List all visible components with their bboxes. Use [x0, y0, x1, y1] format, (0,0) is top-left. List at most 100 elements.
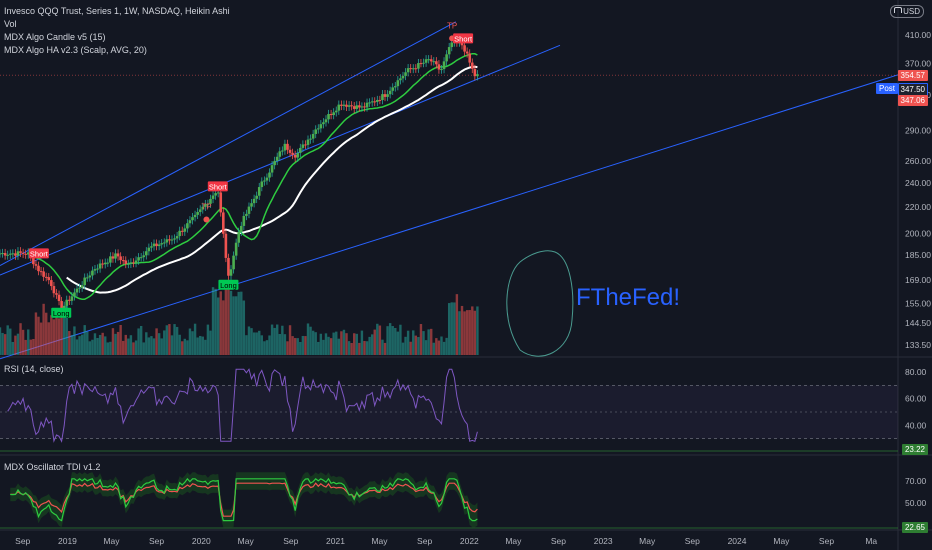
volume-bar: [86, 331, 89, 355]
volume-bar: [32, 338, 35, 355]
candle-body: [465, 51, 469, 54]
candle-body: [283, 143, 287, 151]
volume-bar: [1, 332, 4, 355]
price-tick-label: 240.00: [905, 178, 931, 188]
volume-bar: [460, 305, 464, 355]
volume-bar: [173, 324, 176, 355]
candle-body: [11, 253, 15, 255]
time-tick-label: Sep: [819, 536, 834, 546]
candle-body: [391, 87, 395, 91]
candle-body: [460, 42, 464, 46]
volume-bar: [45, 312, 48, 355]
volume-bar: [319, 333, 323, 355]
candle-body: [378, 99, 382, 101]
tdi-tick-label: 70.00: [905, 476, 927, 486]
volume-bar: [101, 332, 104, 355]
volume-bar: [42, 303, 45, 355]
volume-bar: [268, 335, 271, 355]
candle-body: [8, 253, 12, 255]
volume-bar: [463, 311, 466, 355]
candle-body: [383, 94, 387, 97]
candle-body: [327, 114, 330, 120]
volume-bar: [88, 341, 92, 355]
volume-bar: [283, 334, 287, 355]
volume-bar: [199, 335, 202, 355]
candle-body: [68, 299, 71, 301]
short-signal-badge: [207, 181, 228, 192]
volume-bar: [178, 334, 181, 355]
volume-bar: [234, 296, 238, 355]
indicator-candle-legend: MDX Algo Candle v5 (15): [4, 32, 106, 42]
volume-bar: [65, 304, 68, 355]
candle-body: [437, 64, 441, 70]
candle-body: [396, 80, 400, 87]
volume-bar: [263, 341, 266, 355]
volume-bar: [296, 338, 299, 355]
candle-body: [50, 280, 53, 287]
candle-body: [237, 231, 241, 243]
candle-body: [404, 72, 407, 76]
time-tick-label: 2021: [326, 536, 345, 546]
volume-bar: [227, 283, 230, 355]
volume-bar: [93, 333, 97, 355]
volume-bar: [311, 330, 315, 355]
candle-body: [376, 99, 379, 102]
candle-body: [165, 239, 169, 243]
price-tick-label: 220.00: [905, 202, 931, 212]
post-label-tag: Post: [875, 83, 898, 94]
volume-bar: [155, 328, 158, 355]
candle-body: [393, 86, 397, 88]
candle-body: [129, 262, 133, 264]
volume-bar: [78, 336, 81, 355]
candle-body: [370, 101, 374, 103]
currency-button[interactable]: USD: [890, 5, 924, 18]
volume-bar: [168, 324, 171, 355]
candle-body: [306, 139, 310, 145]
candle-body: [65, 299, 69, 306]
volume-bar: [342, 329, 346, 355]
rsi-tick-label: 80.00: [905, 367, 927, 377]
volume-bar: [119, 324, 122, 355]
candle-body: [275, 156, 279, 161]
volume-bar: [6, 325, 9, 355]
volume-bar: [401, 342, 405, 355]
volume-bar: [73, 326, 76, 355]
candle-body: [263, 180, 266, 182]
candle-body: [414, 68, 418, 70]
volume-bar: [301, 335, 305, 355]
volume-bar: [304, 336, 307, 355]
short-signal-label: Short: [454, 34, 473, 43]
volume-bar: [70, 335, 74, 355]
price-tick-label: 410.00: [905, 30, 931, 40]
candle-body: [160, 243, 164, 245]
volume-bar: [116, 331, 120, 355]
volume-bar: [358, 342, 361, 355]
volume-bar: [52, 319, 56, 355]
volume-bar: [419, 324, 423, 355]
volume-bar: [396, 331, 400, 355]
current-price-tag: 347.06: [897, 95, 928, 106]
volume-bar: [409, 341, 412, 355]
volume-bar: [16, 333, 20, 355]
volume-bar: [455, 294, 459, 355]
candle-body: [78, 287, 81, 289]
candle-body: [445, 54, 448, 62]
candle-body: [332, 112, 335, 116]
candle-body: [124, 260, 128, 265]
price-tick-label: 155.00: [905, 299, 931, 309]
candle-body: [201, 206, 205, 210]
price-tick-label: 169.00: [905, 275, 931, 285]
volume-bar: [124, 334, 127, 355]
volume-bar: [368, 336, 371, 355]
volume-bar: [216, 297, 220, 355]
volume-bar: [471, 306, 474, 355]
volume-bar: [75, 339, 79, 355]
volume-bar: [399, 324, 402, 355]
candle-body: [1, 253, 4, 255]
volume-bar: [181, 341, 184, 355]
candle-body: [314, 129, 318, 134]
candle-body: [98, 263, 102, 269]
volume-bar: [219, 291, 222, 355]
